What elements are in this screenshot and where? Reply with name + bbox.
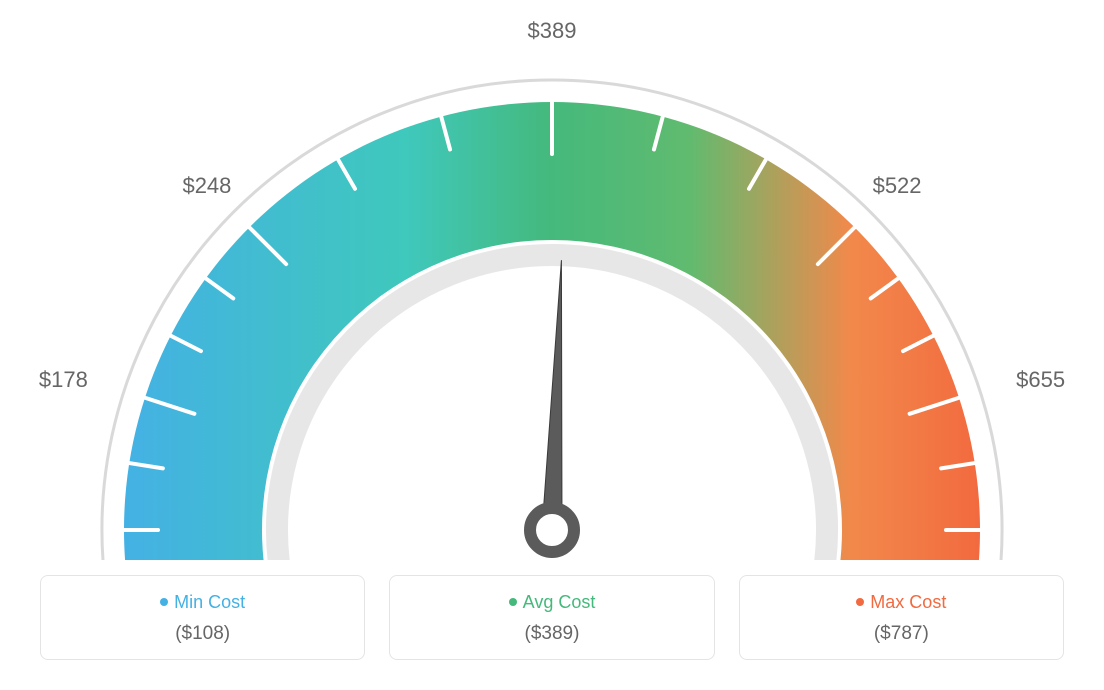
legend-card-min: Min Cost ($108): [40, 575, 365, 660]
legend-label-max: Max Cost: [740, 592, 1063, 613]
svg-text:$522: $522: [873, 173, 922, 198]
svg-text:$178: $178: [39, 367, 88, 392]
legend-value-min: ($108): [41, 623, 364, 645]
dot-icon: [856, 598, 864, 606]
dot-icon: [509, 598, 517, 606]
svg-text:$248: $248: [182, 173, 231, 198]
legend-value-max: ($787): [740, 623, 1063, 645]
legend-label-text: Max Cost: [870, 592, 946, 612]
svg-text:$655: $655: [1016, 367, 1065, 392]
legend-card-avg: Avg Cost ($389): [389, 575, 714, 660]
legend-label-text: Avg Cost: [523, 592, 596, 612]
legend-value-avg: ($389): [390, 623, 713, 645]
legend-label-min: Min Cost: [41, 592, 364, 613]
dot-icon: [160, 598, 168, 606]
cost-gauge-chart: $108$178$248$389$522$655$787: [0, 0, 1104, 560]
svg-text:$389: $389: [528, 18, 577, 43]
legend-label-text: Min Cost: [174, 592, 245, 612]
gauge-svg: $108$178$248$389$522$655$787: [0, 0, 1104, 560]
legend-card-max: Max Cost ($787): [739, 575, 1064, 660]
legend-row: Min Cost ($108) Avg Cost ($389) Max Cost…: [40, 575, 1064, 660]
legend-label-avg: Avg Cost: [390, 592, 713, 613]
